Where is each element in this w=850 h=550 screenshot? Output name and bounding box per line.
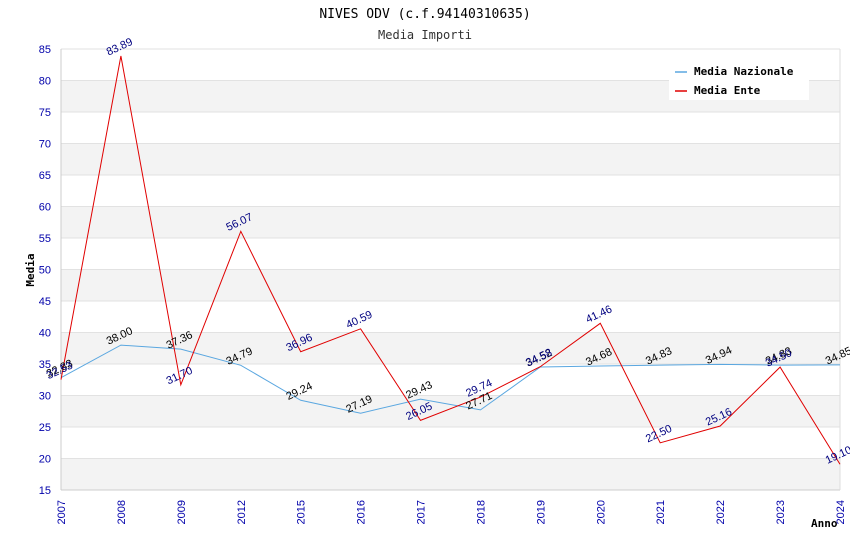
y-tick-label: 15	[39, 485, 51, 497]
x-tick-label: 2024	[835, 500, 847, 524]
chart-subtitle: Media Importi	[378, 28, 472, 42]
y-tick-label: 25	[39, 422, 51, 434]
series-lines	[60, 55, 841, 465]
y-tick-label: 35	[39, 359, 51, 371]
series-line-media-ente	[60, 55, 841, 465]
legend: Media Nazionale Media Ente	[669, 60, 809, 100]
x-tick-label: 2008	[116, 500, 128, 524]
x-tick-label: 2017	[416, 500, 428, 524]
grid-band	[61, 395, 840, 427]
legend-label-media-nazionale: Media Nazionale	[694, 65, 794, 78]
plot-background	[61, 49, 840, 490]
y-tick-label: 70	[39, 139, 51, 151]
series-line-media-nazionale	[60, 344, 841, 414]
grid-band	[61, 206, 840, 238]
grid-band	[61, 269, 840, 301]
y-tick-label: 40	[39, 328, 51, 340]
y-tick-label: 55	[39, 233, 51, 245]
grid-band	[61, 301, 840, 333]
y-tick-label: 75	[39, 107, 51, 119]
x-axis-label: Anno	[811, 517, 838, 530]
grid-band	[61, 112, 840, 144]
y-tick-label: 30	[39, 391, 51, 403]
grid-band	[61, 458, 840, 490]
x-tick-labels: 2007 2008 2009 2012 2015 2016 2017 2018 2019 2020…	[56, 500, 847, 524]
y-tick-labels: 15 20 25 30 35 40 45 50 55 60 65 70 75 80 85	[39, 44, 51, 497]
legend-label-media-ente: Media Ente	[694, 84, 761, 97]
chart-title: NIVES ODV (c.f.94140310635)	[319, 7, 530, 22]
x-tick-label: 2009	[176, 500, 188, 524]
x-tick-label: 2021	[655, 500, 667, 524]
grid-band	[61, 175, 840, 207]
x-tick-label: 2023	[775, 500, 787, 524]
x-tick-label: 2022	[715, 500, 727, 524]
legend-box	[669, 60, 809, 100]
x-tick-label: 2019	[535, 500, 547, 524]
grid-lines	[61, 48, 840, 491]
y-tick-label: 20	[39, 454, 51, 466]
x-tick-label: 2007	[56, 500, 68, 524]
grid-band	[61, 427, 840, 459]
y-tick-label: 80	[39, 76, 51, 88]
x-tick-label: 2012	[236, 500, 248, 524]
x-tick-label: 2016	[356, 500, 368, 524]
x-tick-label: 2020	[595, 500, 607, 524]
y-tick-label: 50	[39, 265, 51, 277]
y-tick-label: 85	[39, 44, 51, 56]
y-tick-label: 45	[39, 296, 51, 308]
grid-band	[61, 238, 840, 270]
axes	[60, 49, 841, 491]
x-tick-label: 2015	[296, 500, 308, 524]
grid-band	[61, 143, 840, 175]
grid-band	[61, 364, 840, 396]
y-axis-label: Media	[24, 253, 37, 286]
y-tick-label: 60	[39, 202, 51, 214]
x-tick-label: 2018	[475, 500, 487, 524]
y-tick-label: 65	[39, 170, 51, 182]
